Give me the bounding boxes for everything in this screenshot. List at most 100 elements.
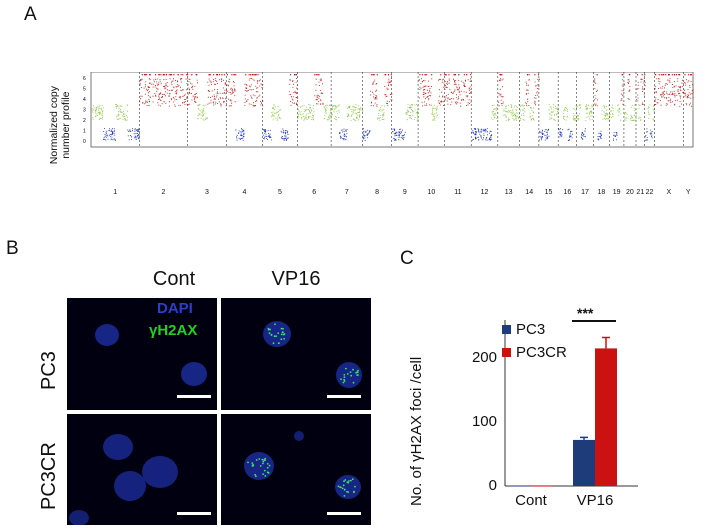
- cnv-segment-points: [644, 128, 648, 141]
- bar-pc3-cont: [509, 486, 531, 487]
- foci-dot: [340, 486, 342, 489]
- cnv-segment-outliers: [424, 74, 433, 76]
- cnv-segment-points: [554, 104, 560, 121]
- stain-label-gh2ax: γH2AX: [149, 322, 198, 339]
- cnv-segment-points: [226, 78, 236, 107]
- foci-dot: [346, 481, 349, 483]
- foci-dot: [275, 335, 277, 338]
- chromosome-label: 19: [612, 189, 621, 196]
- chromosome-label: 10: [427, 189, 436, 196]
- cnv-segment-points: [244, 78, 255, 107]
- cnv-segment-points: [262, 129, 272, 141]
- cnv-segment-outliers: [621, 74, 624, 76]
- foci-dot: [263, 459, 265, 461]
- bars-layer: [509, 336, 617, 487]
- bar-chart-ytick-label: 200: [471, 349, 497, 366]
- cnv-segment-outliers: [245, 74, 254, 76]
- cnv-segment-outliers: [314, 74, 320, 76]
- legend-label-pc3: PC3: [516, 321, 546, 338]
- cnv-segment-points: [544, 128, 550, 141]
- foci-dot: [251, 462, 254, 464]
- chromosome-label: 15: [544, 189, 553, 196]
- scale-bar: [327, 395, 361, 398]
- chromosome-label: 21: [636, 189, 645, 196]
- foci-dot: [352, 381, 355, 384]
- foci-dot: [267, 328, 270, 331]
- foci-dot: [357, 369, 359, 372]
- cnv-segment-points: [297, 105, 307, 121]
- foci-dot: [264, 457, 267, 460]
- cnv-segment-outliers: [445, 74, 450, 76]
- cnv-segment-outliers: [217, 74, 225, 76]
- cnv-segment-points: [562, 107, 569, 121]
- cnv-segment-points: [207, 78, 218, 106]
- foci-dot: [270, 333, 273, 336]
- cnv-segment-outliers: [164, 74, 175, 76]
- foci-dot: [262, 473, 264, 475]
- micrograph-pc3-vp16-cells: [263, 321, 362, 388]
- cnv-segment-points: [305, 104, 315, 121]
- scale-bar: [177, 512, 211, 515]
- foci-dot: [356, 371, 359, 374]
- bar-chart-ytick-label: 100: [471, 413, 497, 430]
- panel-label-b: B: [6, 238, 19, 259]
- bar-chart-xtick-label: VP16: [576, 492, 614, 509]
- cnv-segment-points: [661, 79, 670, 106]
- cnv-segment-points: [127, 128, 140, 141]
- foci-dot: [269, 328, 271, 331]
- chromosome-label: 3: [205, 189, 209, 196]
- cnv-segment-points: [616, 104, 622, 121]
- cnv-segment-points: [514, 104, 521, 121]
- cnv-segment-points: [642, 78, 646, 105]
- cnv-dividers: [139, 72, 684, 147]
- cnv-segment-points: [630, 105, 634, 121]
- bar-chart-ylabel: No. of γH2AX foci /cell: [408, 356, 425, 506]
- cnv-segment-points: [669, 78, 677, 106]
- micrograph-pc3cr-cont: [67, 414, 217, 525]
- cnv-segment-outliers: [534, 74, 539, 76]
- cnv-segment-points: [567, 128, 573, 141]
- foci-dot: [263, 469, 266, 472]
- cnv-yticks: 0 1 2 3 4 5 6: [83, 76, 86, 145]
- cnv-segment-points: [398, 128, 406, 141]
- cnv-segment-points: [534, 78, 540, 106]
- foci-dot: [280, 333, 283, 336]
- stain-label-dapi: DAPI: [157, 300, 193, 317]
- micrograph-pc3cr-cont-cells: [69, 434, 178, 525]
- foci-dot: [259, 465, 262, 467]
- cnv-segment-outliers: [527, 74, 530, 76]
- legend-item-pc3cr: PC3CR: [502, 344, 567, 361]
- foci-dot: [255, 475, 257, 478]
- cnv-segment-outliers: [384, 74, 392, 76]
- foci-dot: [343, 376, 346, 378]
- foci-dot: [337, 485, 340, 488]
- cnv-segment-outliers: [628, 74, 631, 76]
- micrograph-pc3-cont: DAPI γH2AX: [67, 298, 217, 410]
- foci-dot: [350, 479, 352, 482]
- cnv-segment-points: [576, 104, 581, 121]
- significance-bracket: [572, 320, 616, 322]
- cnv-segment-points: [589, 104, 594, 121]
- foci-dot: [343, 373, 346, 376]
- foci-dot: [283, 338, 285, 340]
- foci-dot: [356, 374, 359, 376]
- cnv-segment-points: [613, 132, 618, 141]
- cnv-segment-outliers: [596, 74, 598, 76]
- cnv-segment-outliers: [253, 74, 259, 76]
- cnv-segment-points: [636, 81, 639, 102]
- cnv-ytick-label: 5: [83, 87, 86, 93]
- cnv-ytick-label: 4: [83, 97, 86, 103]
- cnv-segment-outliers: [289, 74, 297, 76]
- cnv-segment-points: [633, 104, 637, 121]
- cnv-segment-points: [280, 128, 289, 141]
- foci-dot: [261, 458, 264, 461]
- foci-dot: [350, 374, 353, 377]
- foci-dot: [343, 495, 346, 497]
- foci-dot: [266, 463, 269, 465]
- cnv-segment-outliers: [499, 74, 503, 76]
- cnv-segment-points: [627, 79, 631, 100]
- cnv-segment-points: [538, 129, 544, 141]
- cnv-segment-points: [503, 104, 510, 121]
- cnv-segment-points: [235, 128, 245, 141]
- foci-dot: [262, 462, 264, 465]
